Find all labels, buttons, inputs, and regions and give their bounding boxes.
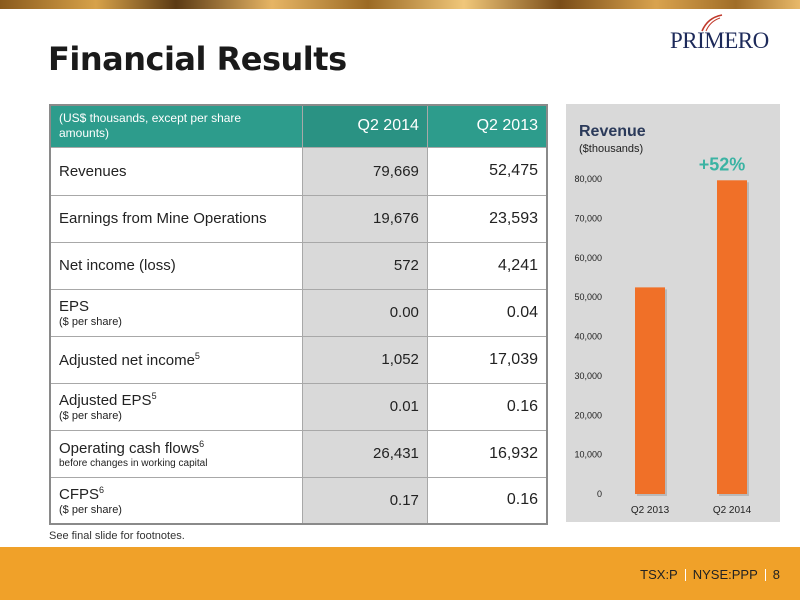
table-header-label: (US$ thousands, except per share amounts…: [49, 104, 304, 148]
row-label: Net income (loss): [49, 241, 304, 290]
cell-q2-2014: 0.17: [302, 476, 428, 525]
ticker-nyse: NYSE:PPP: [692, 567, 758, 582]
bar-q2-2013: [635, 287, 665, 494]
table-row: Revenues 79,669 52,475: [49, 146, 548, 196]
column-header-q2-2013: Q2 2013: [426, 104, 548, 148]
row-sublabel: ($ per share): [59, 315, 122, 328]
footnote-ref: 6: [99, 484, 105, 495]
x-category-label: Q2 2014: [713, 505, 752, 516]
footnote-ref: 5: [151, 391, 157, 401]
row-label-text: Earnings from Mine Operations: [59, 210, 267, 227]
y-tick-label: 80,000: [574, 174, 602, 184]
logo-text: PRIMERO: [670, 28, 769, 53]
footnote-ref: 5: [194, 350, 200, 361]
ticker-tsx: TSX:P: [640, 567, 678, 582]
row-label: Revenues: [49, 146, 304, 196]
row-label-text: Revenues: [59, 162, 127, 180]
footnote-text: See final slide for footnotes.: [49, 530, 185, 542]
y-tick-label: 0: [597, 489, 602, 499]
x-category-label: Q2 2013: [631, 505, 670, 516]
row-label: Adjusted EPS5 ($ per share): [49, 382, 304, 431]
cell-q2-2014: 19,676: [302, 194, 428, 243]
table-row: Earnings from Mine Operations 19,676 23,59…: [49, 194, 548, 243]
row-label-text: EPS: [59, 297, 90, 315]
cell-q2-2014: 0.01: [302, 382, 428, 431]
row-label-text: Operating cash flows: [59, 439, 200, 457]
cell-q2-2013: 23,593: [426, 194, 548, 243]
primero-logo: PRIMERO: [670, 14, 780, 54]
table-row: Adjusted net income5 1,052 17,039: [49, 335, 548, 384]
y-tick-label: 70,000: [574, 213, 602, 223]
page-title: Financial Results: [48, 40, 347, 78]
bar-q2-2014: [717, 180, 747, 494]
y-tick-label: 10,000: [574, 450, 602, 460]
row-label: EPS ($ per share): [49, 288, 304, 337]
cell-q2-2014: 26,431: [302, 429, 428, 478]
column-header-q2-2014: Q2 2014: [302, 104, 428, 148]
row-label: Earnings from Mine Operations: [49, 194, 304, 243]
table-row: Operating cash flows6 before changes in w…: [49, 429, 548, 478]
cell-q2-2014: 79,669: [302, 146, 428, 196]
cell-q2-2013: 0.04: [426, 288, 548, 337]
bottom-bar: TSX:P NYSE:PPP 8: [0, 547, 800, 600]
cell-q2-2013: 0.16: [426, 476, 548, 525]
y-tick-label: 30,000: [574, 371, 602, 381]
cell-q2-2013: 0.16: [426, 382, 548, 431]
row-sublabel: before changes in working capital: [59, 457, 208, 469]
cell-q2-2013: 16,932: [426, 429, 548, 478]
ticker-separator: [764, 568, 766, 581]
table-row: CFPS6 ($ per share) 0.17 0.16: [49, 476, 548, 525]
revenue-chart: Revenue ($thousands) 0 10,000 20,000 30,000 40…: [566, 104, 780, 522]
ticker-separator: [684, 568, 686, 581]
page-number: 8: [772, 567, 780, 582]
revenue-chart-svg: Revenue ($thousands) 0 10,000 20,000 30,000 40…: [574, 123, 752, 516]
row-label-text: Net income (loss): [59, 257, 176, 274]
row-label-text: Adjusted net income: [59, 351, 195, 369]
table-row: Adjusted EPS5 ($ per share) 0.01 0.16: [49, 382, 548, 431]
cell-q2-2014: 1,052: [302, 335, 428, 384]
logo-mark-icon: [701, 14, 723, 32]
cell-q2-2013: 52,475: [426, 146, 548, 196]
chart-subtitle: ($thousands): [579, 143, 643, 155]
y-tick-label: 20,000: [574, 410, 602, 420]
footnote-ref: 6: [199, 438, 205, 449]
ticker-symbols: TSX:P NYSE:PPP 8: [640, 567, 780, 582]
cell-q2-2013: 17,039: [426, 335, 548, 384]
growth-annotation: +52%: [699, 154, 746, 174]
table-row: EPS ($ per share) 0.00 0.04: [49, 288, 548, 337]
chart-title: Revenue: [579, 123, 646, 140]
cell-q2-2014: 572: [302, 241, 428, 290]
y-tick-label: 40,000: [574, 332, 602, 342]
top-decorative-band: [0, 0, 800, 9]
y-tick-label: 50,000: [574, 292, 602, 302]
row-label: Adjusted net income5: [49, 335, 304, 384]
row-sublabel: ($ per share): [59, 503, 122, 516]
cell-q2-2013: 4,241: [426, 241, 548, 290]
row-label-text: Adjusted EPS: [59, 392, 152, 409]
table-row: Net income (loss) 572 4,241: [49, 241, 548, 290]
row-label: Operating cash flows6 before changes in w…: [49, 429, 304, 478]
row-label-text: CFPS: [59, 485, 100, 503]
table-header-row: (US$ thousands, except per share amounts…: [49, 104, 548, 148]
financial-results-table: (US$ thousands, except per share amounts…: [49, 104, 548, 525]
y-tick-label: 60,000: [574, 253, 602, 263]
row-label: CFPS6 ($ per share): [49, 476, 304, 525]
cell-q2-2014: 0.00: [302, 288, 428, 337]
row-sublabel: ($ per share): [59, 410, 122, 422]
